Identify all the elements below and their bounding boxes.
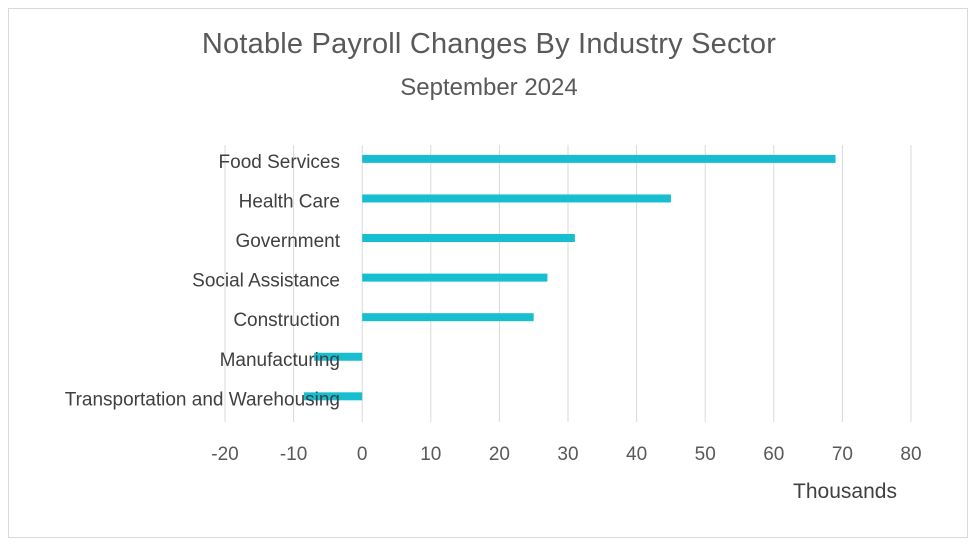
chart-frame <box>8 8 968 538</box>
bar-food-services <box>362 154 836 163</box>
x-tick-label: 20 <box>489 444 510 465</box>
bars <box>303 154 836 401</box>
bar-manufacturing <box>314 352 363 361</box>
category-labels: Food Services Health Care Government Social… <box>65 152 341 410</box>
x-tick-label: 60 <box>763 444 784 465</box>
x-tick-label: -20 <box>211 444 238 465</box>
x-tick-label: -10 <box>280 444 307 465</box>
bar-social-assistance <box>362 273 548 282</box>
category-label: Construction <box>233 310 340 331</box>
bar-construction <box>362 313 534 322</box>
x-axis-title: Thousands <box>793 480 897 503</box>
x-tick-label: 10 <box>420 444 441 465</box>
x-tick-label: 70 <box>832 444 853 465</box>
x-tick-labels: -20 -10 0 10 20 30 40 50 60 70 80 <box>211 444 921 465</box>
category-label: Food Services <box>219 152 340 173</box>
x-tick-label: 50 <box>695 444 716 465</box>
bar-health-care <box>362 194 671 203</box>
category-label: Government <box>235 231 340 252</box>
chart-subtitle: September 2024 <box>400 74 578 101</box>
bar-transportation-and-warehousing <box>303 392 363 401</box>
category-label: Transportation and Warehousing <box>65 389 340 410</box>
category-label: Health Care <box>239 191 340 212</box>
x-tick-label: 80 <box>900 444 921 465</box>
x-tick-label: 0 <box>357 444 368 465</box>
chart-title: Notable Payroll Changes By Industry Sect… <box>201 28 777 60</box>
x-tick-label: 30 <box>557 444 578 465</box>
gridlines <box>224 145 912 422</box>
category-label: Social Assistance <box>192 271 340 292</box>
bar-government <box>362 234 575 243</box>
category-label: Manufacturing <box>220 350 340 371</box>
x-tick-label: 40 <box>626 444 647 465</box>
